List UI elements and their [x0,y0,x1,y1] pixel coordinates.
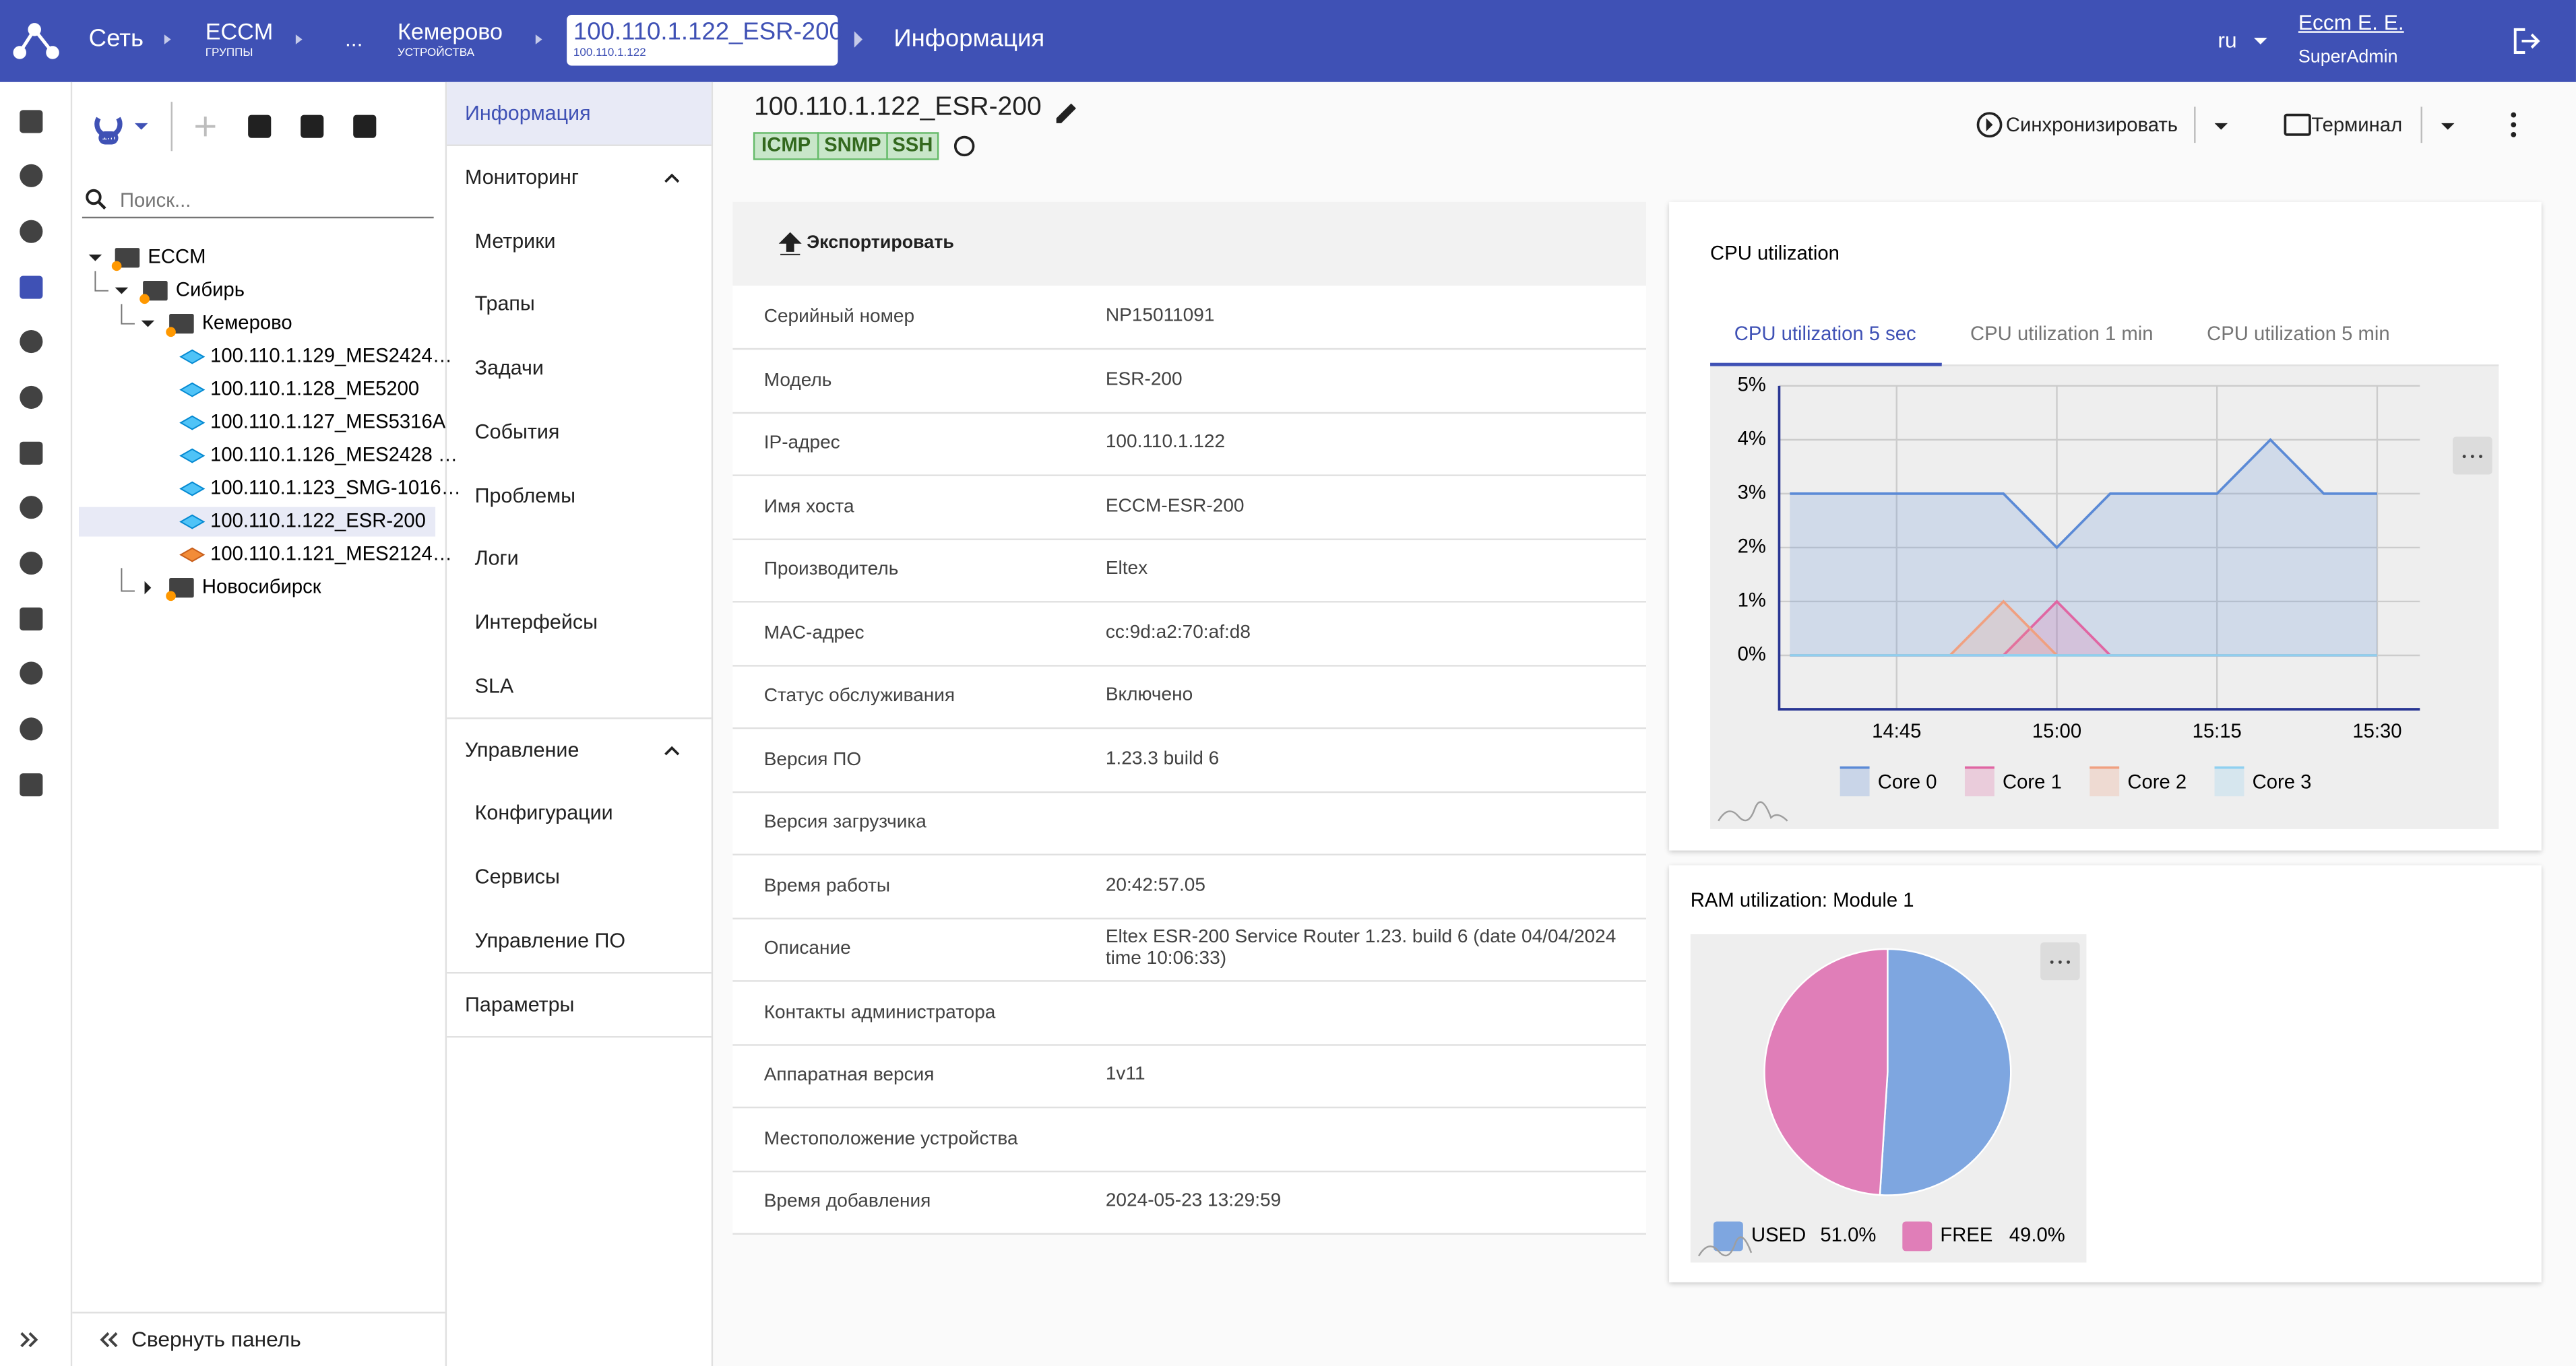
menu-item[interactable]: Трапы [474,292,535,316]
menu-item[interactable]: Конфигурации [474,802,613,825]
field-label: IP-адрес [763,433,840,453]
row-divider [732,1169,1646,1172]
field-value: Eltex ESR-200 Service Router 1.23. build… [1105,928,1616,969]
menu-section[interactable]: Управление [464,738,579,761]
field-value: cc:9d:a2:70:af:d8 [1105,622,1251,643]
export-button[interactable]: Экспортировать [807,233,954,253]
menu-item[interactable]: Логи [474,547,519,571]
menu-section[interactable]: Мониторинг [464,165,579,189]
divider [72,1311,445,1313]
field-value: Включено [1105,685,1193,705]
field-label: Время добавления [763,1192,931,1212]
field-label: Аппаратная версия [763,1065,935,1086]
menu-selected [447,82,712,145]
sync-button[interactable]: Синхронизировать [2005,113,2178,137]
export-bar [732,201,1646,286]
top-bar: Сеть ECCM ГРУППЫ ... Кемерово УСТРОЙСТВА… [0,0,2576,82]
row-divider [732,663,1646,666]
toolbar-separator [170,102,173,152]
field-label: Производитель [763,560,899,580]
menu-item[interactable]: SLA [474,674,514,698]
menu-item[interactable]: Проблемы [474,483,576,507]
row-divider [732,474,1646,476]
field-label: Местоположение устройства [763,1128,1018,1149]
menu-item[interactable]: Интерфейсы [474,610,598,634]
field-label: Версия ПО [763,749,862,769]
breadcrumb-subtitle: 100.110.1.122 [573,47,646,59]
info-table: Серийный номер NP15011091 Модель ESR-200 IP-… [732,286,1646,1235]
row-divider [732,790,1646,793]
search-underline [82,216,434,219]
field-value: 20:42:57.05 [1105,875,1205,895]
field-label: MAC-адрес [763,623,865,643]
header-icons [164,28,2540,54]
menu-item[interactable]: События [474,420,560,443]
breadcrumb[interactable]: 100.110.1.122_ESR-200 [573,18,843,46]
row-divider [732,1106,1646,1109]
field-value: 100.110.1.122 [1105,432,1226,453]
menu-item[interactable]: Сервисы [474,865,560,888]
field-label: Описание [763,939,851,959]
row-divider [732,1233,1646,1235]
field-label: Статус обслуживания [763,686,955,707]
user-role: SuperAdmin [2298,47,2398,67]
nav-rail [0,82,73,1366]
collapse-panel[interactable]: Свернуть панель [131,1326,301,1352]
field-value: 1.23.3 build 6 [1105,748,1220,769]
refresh-badge: 1m [98,131,119,145]
menu-section[interactable]: Информация [464,102,591,125]
row-divider [732,348,1646,350]
device-title: 100.110.1.122_ESR-200 [754,93,1042,122]
divider [447,971,712,973]
field-label: Время работы [763,876,891,896]
field-label: Модель [763,370,832,390]
row-divider [732,411,1646,414]
breadcrumb[interactable]: ECCM [205,18,274,44]
menu-item[interactable]: Управление ПО [474,929,626,952]
field-value: 2024-05-23 13:29:59 [1105,1191,1282,1211]
row-divider [732,980,1646,982]
divider [447,717,712,719]
field-value: ECCM-ESR-200 [1105,496,1245,516]
breadcrumb-subtitle: УСТРОЙСТВА [398,47,475,59]
breadcrumb[interactable]: ... [345,26,363,51]
field-value: NP15011091 [1105,306,1215,326]
divider [447,1035,712,1037]
row-divider [732,727,1646,729]
field-label: Контакты администратора [763,1002,996,1022]
field-label: Версия загрузчика [763,812,926,833]
breadcrumb: Информация [893,24,1045,53]
breadcrumb[interactable]: Сеть [88,24,144,53]
menu-panel [447,82,714,1366]
breadcrumb-current[interactable] [567,14,838,66]
row-divider [732,917,1646,919]
menu-section[interactable]: Параметры [464,992,575,1016]
field-value: Eltex [1105,558,1148,579]
user-name[interactable]: Eccm E. E. [2298,9,2404,35]
language-select[interactable]: ru [2218,28,2237,53]
field-value: 1v11 [1105,1064,1145,1084]
field-label: Серийный номер [763,306,915,327]
logo[interactable] [11,18,61,64]
terminal-button[interactable]: Терминал [2311,113,2403,137]
field-label: Имя хоста [763,496,854,517]
menu-item[interactable]: Метрики [474,229,556,253]
breadcrumb-subtitle: ГРУППЫ [205,47,253,59]
field-value: ESR-200 [1105,369,1183,389]
row-divider [732,1043,1646,1045]
menu-item[interactable]: Задачи [474,356,544,380]
chart-area [1710,366,2499,829]
chart-area [1690,934,2087,1263]
row-divider [732,853,1646,855]
row-divider [732,601,1646,603]
tree-panel [72,82,447,1366]
divider [447,144,712,146]
row-divider [732,538,1646,540]
breadcrumb[interactable]: Кемерово [398,18,503,44]
search-input[interactable]: Поиск... [119,189,191,212]
